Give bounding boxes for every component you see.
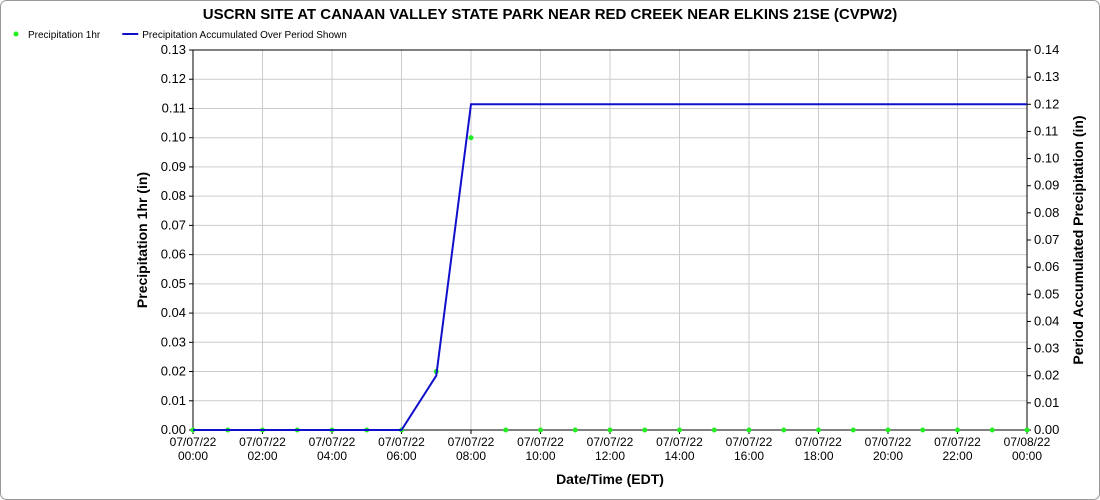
y-tick-label: 0.07	[161, 217, 186, 232]
y2-tick-label: 0.09	[1034, 178, 1059, 193]
legend-label: Precipitation Accumulated Over Period Sh…	[142, 30, 347, 41]
y-tick-label: 0.08	[161, 188, 186, 203]
y2-tick-label: 0.02	[1034, 368, 1059, 383]
x-tick-label: 07/07/22 02:00	[239, 435, 286, 463]
y2-tick-label: 0.08	[1034, 205, 1059, 220]
data-point	[468, 135, 474, 141]
y2-tick-label: 0.06	[1034, 259, 1059, 274]
data-point	[850, 427, 856, 433]
data-point	[677, 427, 682, 433]
x-tick-label: 07/07/22 00:00	[170, 435, 217, 463]
x-tick-label: 07/07/22 16:00	[726, 435, 773, 463]
y2-tick-label: 0.00	[1034, 422, 1059, 437]
chart-title: USCRN SITE AT CANAAN VALLEY STATE PARK N…	[203, 6, 898, 23]
y2-tick-label: 0.10	[1034, 151, 1059, 166]
data-point	[885, 427, 891, 433]
y-tick-label: 0.13	[161, 42, 186, 57]
y-tick-label: 0.03	[161, 334, 186, 349]
data-point	[955, 427, 960, 433]
x-tick-label: 07/07/22 04:00	[309, 435, 356, 463]
y2-tick-label: 0.01	[1034, 395, 1059, 410]
y2-tick-label: 0.11	[1034, 123, 1058, 138]
y-tick-label: 0.12	[161, 71, 186, 86]
data-point	[781, 427, 787, 433]
y-tick-label: 0.00	[161, 422, 186, 437]
x-tick-label: 07/07/22 10:00	[517, 435, 564, 463]
data-point	[607, 427, 613, 433]
data-point	[816, 427, 821, 433]
data-point	[1024, 427, 1030, 433]
y2-tick-label: 0.05	[1034, 286, 1059, 301]
y2-tick-label: 0.14	[1034, 42, 1059, 57]
data-point	[503, 427, 509, 433]
y-tick-label: 0.05	[161, 276, 186, 291]
y2-tick-label: 0.04	[1034, 313, 1059, 328]
data-point	[711, 427, 717, 433]
x-tick-label: 07/07/22 06:00	[378, 435, 425, 463]
x-tick-label: 07/07/22 12:00	[587, 435, 634, 463]
y2-tick-label: 0.07	[1034, 232, 1059, 247]
series-line	[193, 103, 1027, 431]
x-tick-label: 07/07/22 20:00	[865, 435, 912, 463]
x-tick-label: 07/07/22 18:00	[795, 435, 842, 463]
y-tick-label: 0.09	[161, 159, 186, 174]
x-tick-label: 07/08/22 00:00	[1004, 435, 1051, 463]
y2-tick-label: 0.13	[1034, 69, 1059, 84]
y-tick-label: 0.02	[161, 364, 186, 379]
data-point	[746, 427, 752, 433]
data-point	[989, 427, 995, 433]
data-point	[920, 427, 926, 433]
y-tick-label: 0.01	[161, 393, 186, 408]
y2-tick-label: 0.12	[1034, 96, 1059, 111]
x-axis-label: Date/Time (EDT)	[556, 471, 664, 487]
y-axis-label: Precipitation 1hr (in)	[134, 172, 150, 308]
x-tick-label: 07/07/22 22:00	[934, 435, 981, 463]
y-tick-label: 0.06	[161, 247, 186, 262]
data-point	[572, 427, 578, 433]
y-tick-label: 0.11	[162, 100, 186, 115]
x-tick-label: 07/07/22 08:00	[448, 435, 495, 463]
x-tick-label: 07/07/22 14:00	[656, 435, 703, 463]
data-point	[538, 427, 543, 433]
y-tick-label: 0.10	[161, 130, 186, 145]
y-tick-label: 0.04	[161, 305, 186, 320]
y2-axis-label: Period Accumulated Precipitation (in)	[1070, 115, 1086, 364]
data-point	[642, 427, 648, 433]
legend-swatch	[13, 31, 19, 37]
y2-tick-label: 0.03	[1034, 341, 1059, 356]
legend-label: Precipitation 1hr	[28, 30, 101, 41]
